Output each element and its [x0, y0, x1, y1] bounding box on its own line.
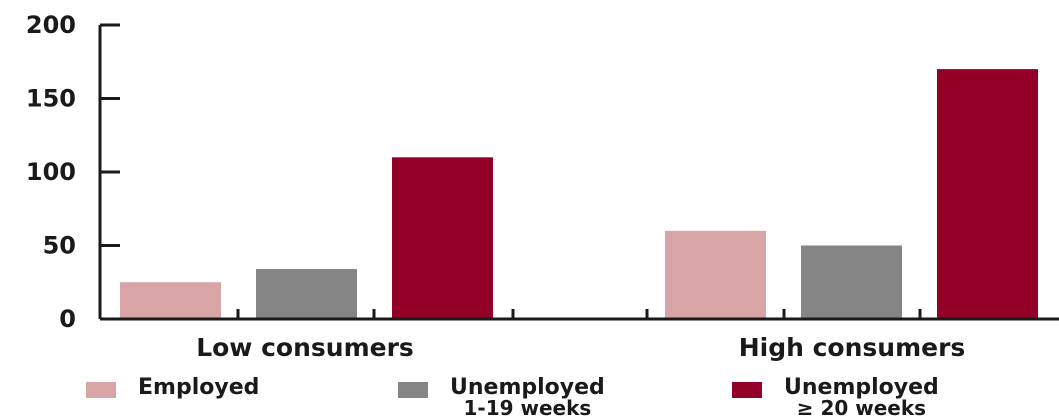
legend-item-unemployed-1-19: Unemployed 1-19 weeks	[398, 375, 605, 420]
bar-chart: 0 50 100 150 200 Low consumers High consumers	[26, 11, 1059, 362]
legend-item-employed: Employed	[86, 375, 260, 400]
legend-label-employed: Employed	[138, 375, 260, 400]
y-tick-label: 100	[26, 158, 76, 186]
x-axis: Low consumers High consumers	[100, 309, 1059, 362]
legend-label-unemployed-1-19: Unemployed	[450, 375, 605, 400]
y-tick-label: 50	[43, 232, 76, 260]
legend-label-unemployed-20: Unemployed	[784, 375, 939, 400]
x-category-label: Low consumers	[196, 333, 414, 362]
y-tick-label: 150	[26, 85, 76, 113]
x-category-label: High consumers	[739, 333, 966, 362]
y-axis: 0 50 100 150 200	[26, 11, 120, 333]
bars-group	[120, 69, 1038, 319]
legend-sublabel-unemployed-1-19: 1-19 weeks	[463, 396, 592, 420]
bar	[665, 230, 766, 319]
legend-sublabel-unemployed-20: ≥ 20 weeks	[796, 396, 927, 420]
y-tick-label: 0	[59, 305, 76, 333]
bar	[937, 69, 1038, 319]
bar	[120, 282, 221, 319]
bar	[801, 245, 902, 319]
legend-swatch-unemployed-20	[732, 382, 762, 398]
legend-swatch-unemployed-1-19	[398, 382, 428, 398]
legend-swatch-employed	[86, 382, 116, 398]
bar	[392, 157, 493, 319]
bar	[256, 269, 357, 319]
legend: Employed Unemployed 1-19 weeks Unemploye…	[0, 375, 1059, 420]
y-tick-label: 200	[26, 11, 76, 39]
legend-item-unemployed-20: Unemployed ≥ 20 weeks	[732, 375, 939, 420]
